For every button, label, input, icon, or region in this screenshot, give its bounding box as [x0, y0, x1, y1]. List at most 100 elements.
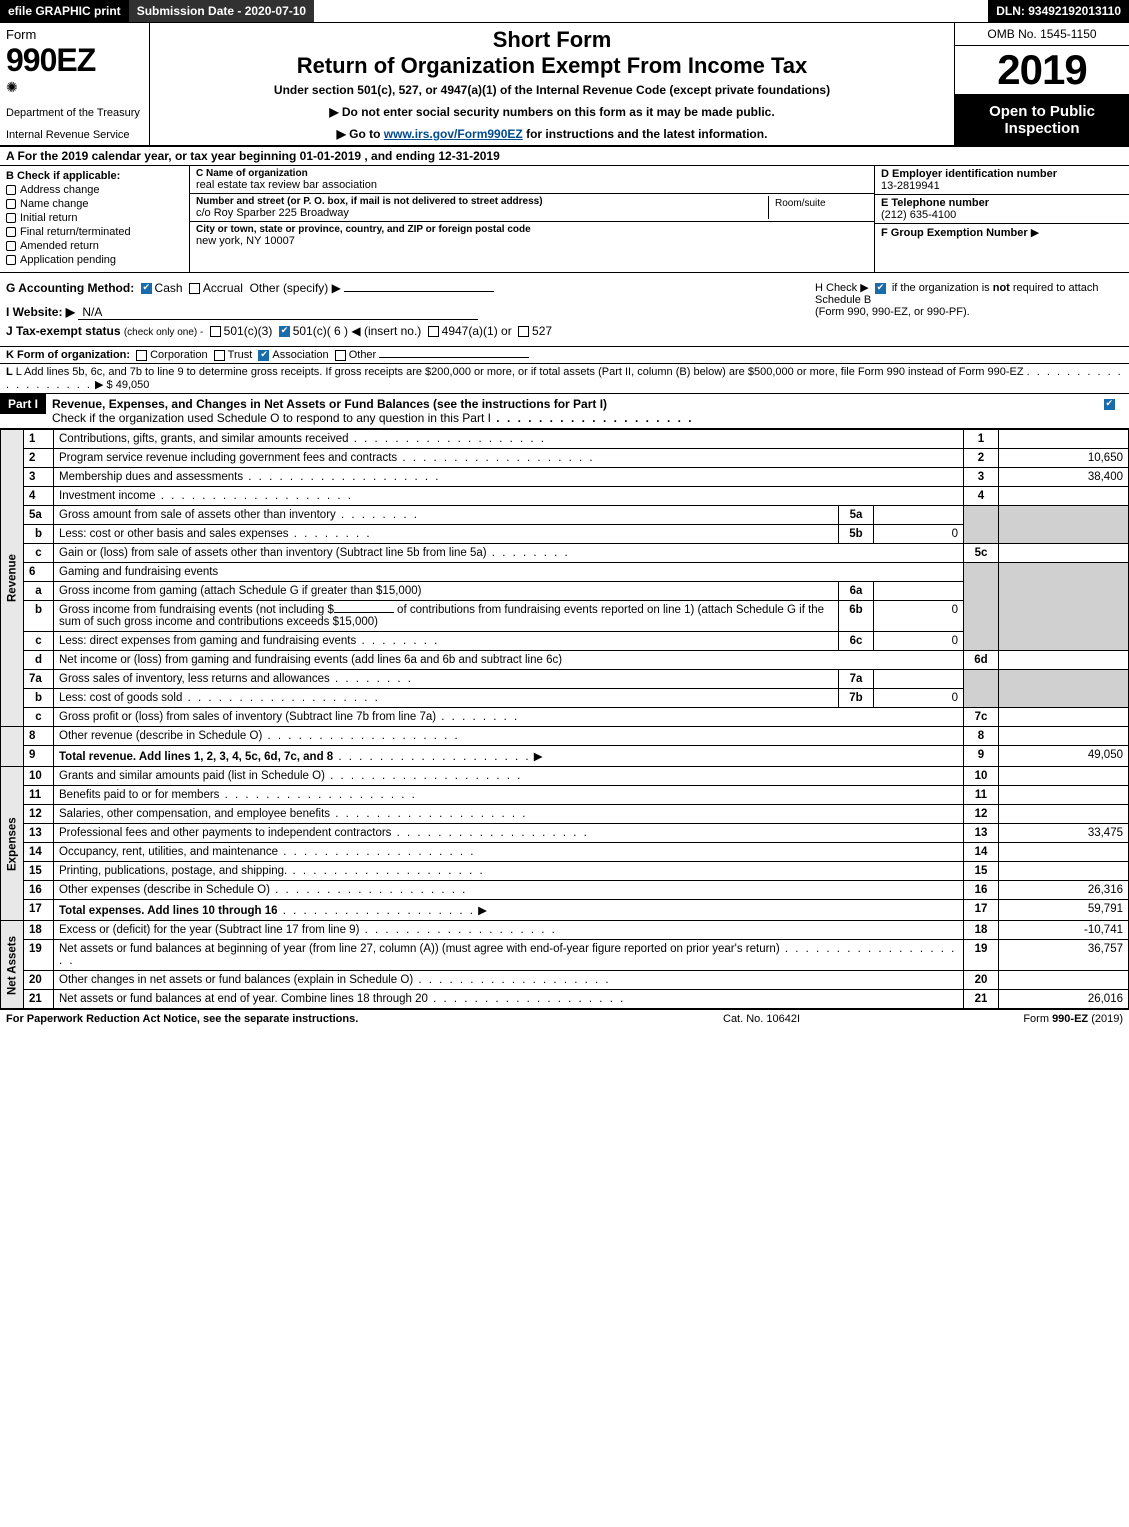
chk-501c[interactable] [279, 326, 290, 337]
l17-rn: 17 [964, 900, 999, 921]
page-footer: For Paperwork Reduction Act Notice, see … [0, 1009, 1129, 1028]
box-def: D Employer identification number 13-2819… [874, 166, 1129, 272]
l20-desc: Other changes in net assets or fund bala… [59, 974, 413, 986]
box-h-pre: H Check ▶ [815, 282, 872, 294]
l7a-cn: 7a [839, 670, 874, 689]
return-title: Return of Organization Exempt From Incom… [158, 53, 946, 79]
l1-desc: Contributions, gifts, grants, and simila… [59, 433, 349, 445]
box-g-label: G Accounting Method: [6, 281, 134, 295]
efile-print-label[interactable]: efile GRAPHIC print [0, 0, 129, 22]
box-l-text: L Add lines 5b, 6c, and 7b to line 9 to … [16, 366, 1024, 378]
dln-label: DLN: 93492192013110 [988, 0, 1129, 22]
l5a-desc: Gross amount from sale of assets other t… [59, 509, 336, 521]
under-section: Under section 501(c), 527, or 4947(a)(1)… [158, 83, 946, 97]
chk-527[interactable] [518, 326, 529, 337]
l19-val: 36,757 [999, 940, 1129, 971]
l4-val [999, 487, 1129, 506]
box-h-forms: (Form 990, 990-EZ, or 990-PF). [815, 306, 970, 318]
chk-other-org[interactable] [335, 350, 346, 361]
dept-treasury: Department of the Treasury [6, 107, 143, 119]
l15-num: 15 [24, 862, 54, 881]
chk-application-pending[interactable]: Application pending [6, 254, 183, 266]
chk-initial-return[interactable]: Initial return [6, 212, 183, 224]
l15-rn: 15 [964, 862, 999, 881]
part1-label: Part I [0, 394, 46, 414]
l17-desc: Total expenses. Add lines 10 through 16 [59, 905, 278, 917]
l5c-rn: 5c [964, 544, 999, 563]
box-f-arrow: ▶ [1031, 227, 1039, 239]
l2-rn: 2 [964, 449, 999, 468]
box-j: J Tax-exempt status (check only one) - 5… [6, 324, 803, 338]
header-title-block: Short Form Return of Organization Exempt… [150, 23, 954, 145]
l14-desc: Occupancy, rent, utilities, and maintena… [59, 846, 278, 858]
chk-assoc[interactable] [258, 350, 269, 361]
l10-desc: Grants and similar amounts paid (list in… [59, 770, 325, 782]
top-bar: efile GRAPHIC print Submission Date - 20… [0, 0, 1129, 23]
l2-desc: Program service revenue including govern… [59, 452, 397, 464]
box-e-label: E Telephone number [881, 197, 1123, 209]
footer-right: Form 990-EZ (2019) [923, 1013, 1123, 1025]
l6d-rn: 6d [964, 651, 999, 670]
chk-amended-return-label: Amended return [20, 240, 99, 252]
footer-left: For Paperwork Reduction Act Notice, see … [6, 1013, 723, 1025]
l5a-cn: 5a [839, 506, 874, 525]
chk-corp[interactable] [136, 350, 147, 361]
chk-trust[interactable] [214, 350, 225, 361]
box-i-label: I Website: ▶ [6, 305, 75, 319]
expenses-side-label: Expenses [1, 767, 24, 921]
l4-desc: Investment income [59, 490, 156, 502]
l6c-cn: 6c [839, 632, 874, 651]
l21-num: 21 [24, 990, 54, 1009]
footer-cat: Cat. No. 10642I [723, 1013, 923, 1025]
l5c-desc: Gain or (loss) from sale of assets other… [59, 547, 487, 559]
l6d-num: d [24, 651, 54, 670]
chk-address-change[interactable]: Address change [6, 184, 183, 196]
chk-accrual[interactable] [189, 283, 200, 294]
chk-cash[interactable] [141, 283, 152, 294]
l4-rn: 4 [964, 487, 999, 506]
l3-desc: Membership dues and assessments [59, 471, 243, 483]
goto-pre: Go to [349, 127, 384, 141]
footer-right-form: 990-EZ [1052, 1013, 1088, 1025]
l15-val [999, 862, 1129, 881]
l4-num: 4 [24, 487, 54, 506]
box-h: H Check ▶ if the organization is not req… [809, 273, 1129, 346]
l7b-cv: 0 [874, 689, 964, 708]
l3-rn: 3 [964, 468, 999, 487]
box-h-not: not [993, 282, 1010, 294]
l7b-desc: Less: cost of goods sold [59, 692, 182, 704]
chk-sched-o-part1[interactable] [1104, 399, 1115, 410]
netassets-side-label: Net Assets [1, 921, 24, 1009]
goto-link[interactable]: www.irs.gov/Form990EZ [384, 127, 523, 141]
box-b: B Check if applicable: Address change Na… [0, 166, 190, 272]
chk-name-change[interactable]: Name change [6, 198, 183, 210]
l8-val [999, 727, 1129, 746]
l6c-cv: 0 [874, 632, 964, 651]
l2-num: 2 [24, 449, 54, 468]
identity-block: B Check if applicable: Address change Na… [0, 166, 1129, 273]
header-left-block: Form 990EZ ✺ Department of the Treasury … [0, 23, 150, 145]
l11-num: 11 [24, 786, 54, 805]
box-f-label: F Group Exemption Number [881, 227, 1028, 239]
financial-table: Revenue 1 Contributions, gifts, grants, … [0, 429, 1129, 1009]
chk-final-return[interactable]: Final return/terminated [6, 226, 183, 238]
ein-value: 13-2819941 [881, 180, 1123, 192]
l9-rn: 9 [964, 746, 999, 767]
chk-501c3[interactable] [210, 326, 221, 337]
l10-rn: 10 [964, 767, 999, 786]
l11-rn: 11 [964, 786, 999, 805]
l7a-desc: Gross sales of inventory, less returns a… [59, 673, 330, 685]
gross-receipts-value: $ 49,050 [107, 379, 150, 391]
box-k: K Form of organization: Corporation Trus… [0, 347, 1129, 364]
l10-val [999, 767, 1129, 786]
chk-4947[interactable] [428, 326, 439, 337]
l13-val: 33,475 [999, 824, 1129, 843]
row-a-tax-year: A For the 2019 calendar year, or tax yea… [0, 147, 1129, 166]
goto-line: Go to www.irs.gov/Form990EZ for instruct… [158, 127, 946, 141]
l1-val [999, 430, 1129, 449]
chk-sched-b-not-required[interactable] [875, 283, 886, 294]
ssn-warning: Do not enter social security numbers on … [158, 105, 946, 119]
l6c-desc: Less: direct expenses from gaming and fu… [59, 635, 356, 647]
irs-eagle-icon: ✺ [6, 79, 143, 96]
chk-amended-return[interactable]: Amended return [6, 240, 183, 252]
